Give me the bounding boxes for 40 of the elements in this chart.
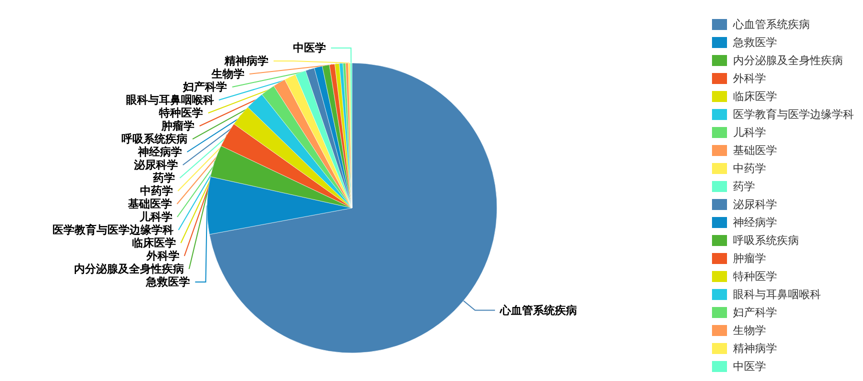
slice-label: 肿瘤学 (160, 120, 195, 133)
slice-label: 药学 (152, 172, 175, 185)
slice-label: 急救医学 (145, 276, 190, 289)
legend-label: 神经病学 (733, 216, 777, 229)
legend-label: 心血管系统疾病 (732, 18, 810, 31)
slice-label: 中药学 (140, 184, 173, 198)
slice-label: 内分泌腺及全身性疾病 (74, 262, 184, 276)
legend-label: 妇产科学 (733, 306, 777, 319)
slice-label: 呼吸系统疾病 (122, 132, 188, 146)
legend-label: 特种医学 (733, 270, 777, 283)
slice-label: 特种医学 (158, 106, 204, 120)
legend-label: 眼科与耳鼻咽喉科 (733, 288, 821, 301)
slice-label: 中医学 (293, 42, 326, 55)
slice-label: 生物学 (210, 68, 244, 81)
slice-label: 外科学 (145, 250, 180, 263)
legend-label: 生物学 (733, 324, 766, 337)
slice-label: 儿科学 (138, 210, 172, 224)
slice-label: 妇产科学 (182, 80, 228, 94)
slice-label: 泌尿科学 (132, 158, 178, 172)
legend-label: 儿科学 (733, 126, 766, 139)
legend-label: 肿瘤学 (733, 252, 766, 265)
slice-label: 神经病学 (137, 146, 182, 159)
legend-label: 医学教育与医学边缘学科 (733, 108, 854, 121)
legend-label: 急救医学 (732, 36, 777, 49)
slice-label: 医学教育与医学边缘学科 (52, 224, 174, 237)
legend-label: 药学 (733, 180, 755, 193)
slice-label: 精神病学 (224, 54, 269, 68)
slice-label: 临床医学 (132, 236, 176, 250)
slice-label: 心血管系统疾病 (499, 304, 578, 317)
legend-label: 泌尿科学 (733, 198, 777, 211)
legend-label: 中医学 (733, 360, 766, 373)
legend-label: 外科学 (733, 72, 766, 85)
legend-label: 基础医学 (733, 144, 777, 157)
legend-label: 临床医学 (733, 90, 777, 103)
slice-label: 眼科与耳鼻咽喉科 (126, 94, 214, 107)
legend-label: 精神病学 (733, 342, 777, 355)
slice-label: 基础医学 (127, 198, 172, 211)
legend-label: 内分泌腺及全身性疾病 (733, 54, 843, 67)
legend-label: 中药学 (733, 162, 766, 175)
legend-label: 呼吸系统疾病 (733, 234, 799, 247)
